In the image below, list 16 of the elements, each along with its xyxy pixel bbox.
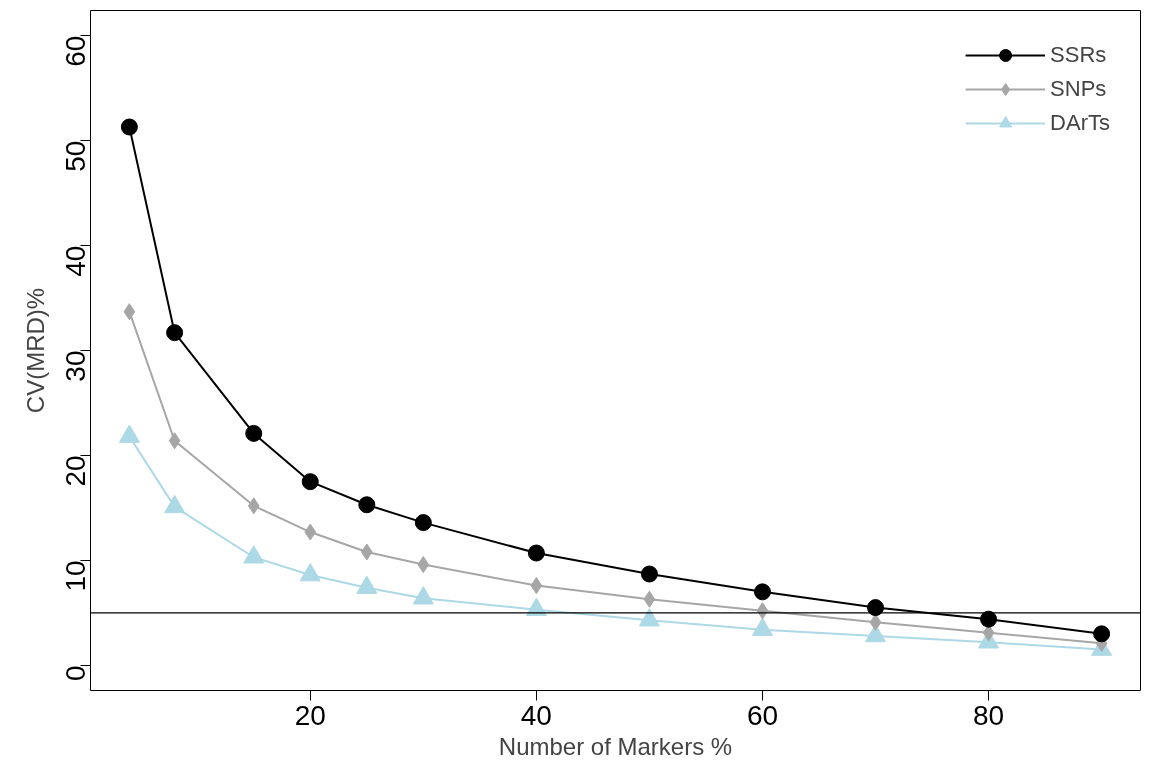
- y-tick-label: 60: [60, 35, 91, 67]
- x-tick-label: 20: [294, 699, 326, 731]
- y-tick-label: 10: [60, 560, 91, 592]
- y-tick-label: 0: [60, 665, 91, 681]
- y-tick-label: 40: [60, 245, 91, 277]
- y-tick-label: 50: [60, 140, 91, 172]
- legend-label: DArTs: [1050, 110, 1110, 136]
- x-tick-label: 60: [746, 699, 779, 731]
- x-tick-label: 40: [520, 699, 552, 731]
- legend-label: SSRs: [1050, 42, 1107, 68]
- y-axis-title: CV(MRD)%: [21, 287, 49, 414]
- x-tick-label: 80: [972, 699, 1005, 731]
- y-tick-label: 30: [60, 350, 91, 382]
- legend-label: SNPs: [1050, 76, 1107, 102]
- y-tick-label: 20: [60, 455, 91, 487]
- x-axis-title: Number of Markers %: [498, 732, 733, 760]
